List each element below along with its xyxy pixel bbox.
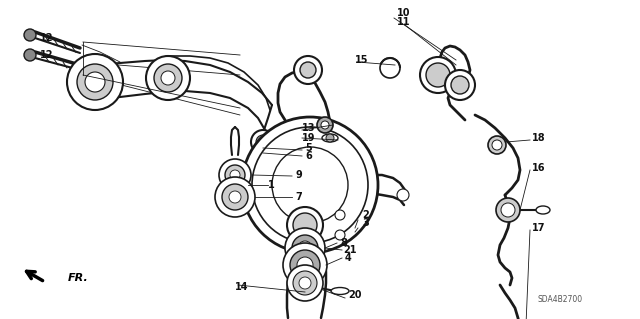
Text: 7: 7 (295, 192, 301, 202)
Text: SDA4B2700: SDA4B2700 (538, 295, 582, 305)
Circle shape (317, 117, 333, 133)
Circle shape (380, 58, 400, 78)
Circle shape (492, 140, 502, 150)
Circle shape (256, 135, 270, 149)
Circle shape (335, 230, 345, 240)
Circle shape (77, 64, 113, 100)
Circle shape (287, 265, 323, 301)
Text: 8: 8 (340, 238, 347, 248)
Text: 21: 21 (343, 245, 356, 255)
Text: 16: 16 (532, 163, 545, 173)
Text: 3: 3 (362, 218, 369, 228)
Ellipse shape (255, 187, 269, 195)
Circle shape (445, 70, 475, 100)
Circle shape (297, 257, 313, 273)
Text: 14: 14 (235, 282, 248, 292)
Circle shape (287, 207, 323, 243)
Text: 10: 10 (397, 8, 410, 18)
Circle shape (488, 136, 506, 154)
Circle shape (146, 56, 190, 100)
Circle shape (299, 277, 311, 289)
Circle shape (420, 57, 456, 93)
Circle shape (335, 210, 345, 220)
Circle shape (321, 121, 329, 129)
Circle shape (294, 56, 322, 84)
Circle shape (293, 271, 317, 295)
Ellipse shape (331, 287, 349, 294)
Circle shape (293, 213, 317, 237)
Circle shape (285, 228, 325, 268)
Text: 12: 12 (40, 33, 54, 43)
Text: 13: 13 (302, 123, 316, 133)
Text: 2: 2 (362, 210, 369, 220)
Circle shape (67, 54, 123, 110)
Circle shape (300, 62, 316, 78)
Text: 5: 5 (305, 143, 312, 153)
Circle shape (501, 203, 515, 217)
Text: 20: 20 (348, 290, 362, 300)
Circle shape (219, 159, 251, 191)
Circle shape (426, 63, 450, 87)
Text: 18: 18 (532, 133, 546, 143)
Circle shape (298, 241, 312, 255)
Circle shape (292, 235, 318, 261)
Circle shape (242, 117, 378, 253)
Circle shape (230, 170, 240, 180)
Text: 12: 12 (40, 50, 54, 60)
Circle shape (24, 49, 36, 61)
Circle shape (24, 29, 36, 41)
Text: 11: 11 (397, 17, 410, 27)
Circle shape (283, 243, 327, 287)
Circle shape (252, 127, 368, 243)
Text: 4: 4 (345, 253, 352, 263)
Circle shape (215, 177, 255, 217)
Text: 19: 19 (302, 133, 316, 143)
Circle shape (229, 191, 241, 203)
Text: 17: 17 (532, 223, 545, 233)
Circle shape (272, 147, 348, 223)
Text: 6: 6 (305, 151, 312, 161)
Ellipse shape (322, 134, 338, 142)
Circle shape (496, 198, 520, 222)
Circle shape (397, 189, 409, 201)
Circle shape (222, 184, 248, 210)
Text: 9: 9 (295, 170, 301, 180)
Text: 1: 1 (268, 180, 275, 190)
Circle shape (251, 130, 275, 154)
Circle shape (161, 71, 175, 85)
Circle shape (290, 250, 320, 280)
Circle shape (85, 72, 105, 92)
Ellipse shape (255, 181, 269, 189)
Ellipse shape (536, 206, 550, 214)
Circle shape (225, 165, 245, 185)
Text: FR.: FR. (68, 273, 89, 283)
Text: 15: 15 (355, 55, 369, 65)
Circle shape (326, 134, 334, 142)
Circle shape (451, 76, 469, 94)
Circle shape (154, 64, 182, 92)
